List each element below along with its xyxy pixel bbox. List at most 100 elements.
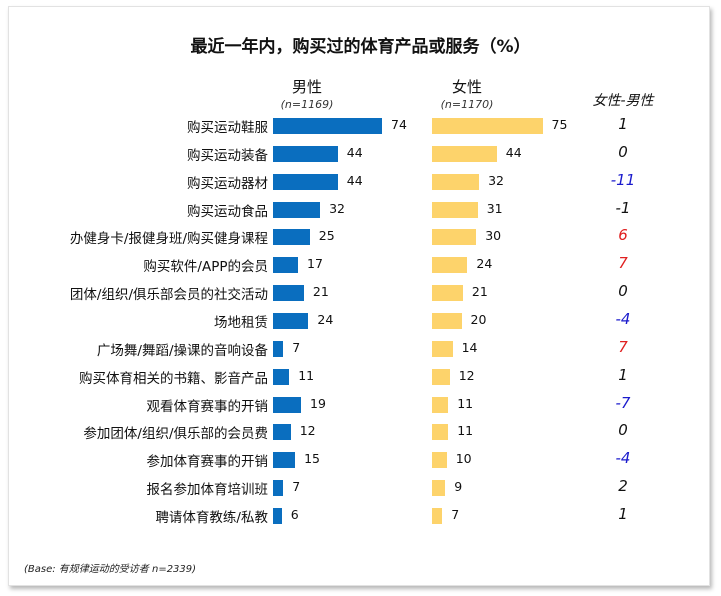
male-value-label: 7 (292, 479, 301, 494)
difference-value: -7 (615, 394, 631, 412)
male-value-label: 11 (298, 368, 315, 383)
difference-value: 1 (618, 505, 628, 523)
male-sample-size: (n=1169) (280, 98, 334, 111)
female-value-label: 32 (488, 173, 504, 188)
male-value-label: 17 (307, 256, 323, 271)
female-value-label: 21 (471, 284, 488, 299)
male-bar (273, 397, 301, 413)
male-value-label: 44 (346, 145, 363, 160)
male-value-label: 21 (312, 284, 329, 299)
male-bar (273, 146, 338, 162)
category-label: 团体/组织/俱乐部会员的社交活动 (69, 287, 268, 303)
male-value-label: 24 (317, 312, 334, 327)
category-label: 购买运动鞋服 (187, 120, 268, 136)
female-bar (432, 397, 449, 413)
category-label: 购买运动器材 (187, 176, 268, 192)
category-label: 报名参加体育培训班 (146, 482, 269, 498)
chart-title: 最近一年内，购买过的体育产品或服务（%） (190, 37, 531, 57)
female-bar (432, 285, 463, 301)
male-value-label: 32 (329, 201, 345, 216)
category-label: 广场舞/舞蹈/操课的音响设备 (96, 343, 268, 359)
female-sample-size: (n=1170) (440, 98, 494, 111)
female-value-label: 7 (451, 507, 460, 522)
male-bar (273, 341, 284, 357)
chart-card (8, 6, 710, 586)
category-label: 办健身卡/报健身班/购买健身课程 (69, 231, 268, 247)
female-header-label: 女性 (451, 78, 482, 96)
difference-value: 1 (618, 366, 628, 384)
male-value-label: 19 (310, 396, 326, 411)
male-bar (273, 480, 284, 496)
male-bar (273, 202, 321, 218)
male-bar (273, 369, 290, 385)
difference-value: 0 (618, 282, 628, 300)
male-value-label: 44 (346, 173, 363, 188)
female-bar (432, 369, 450, 385)
female-bar (432, 118, 543, 134)
difference-value: 0 (618, 143, 628, 161)
female-value-label: 20 (470, 312, 487, 327)
category-label: 购买体育相关的书籍、影音产品 (79, 371, 268, 387)
difference-value: -11 (610, 171, 636, 189)
male-header-label: 男性 (291, 78, 322, 96)
male-bar (273, 285, 304, 301)
difference-value: 1 (618, 115, 628, 133)
female-value-label: 30 (485, 228, 502, 243)
category-label: 聘请体育教练/私教 (155, 510, 268, 526)
female-value-label: 14 (461, 340, 478, 355)
female-column-header: 女性 (n=1170) (422, 76, 512, 111)
difference-value: -1 (615, 199, 631, 217)
male-bar (273, 229, 310, 245)
difference-value: 7 (618, 254, 628, 272)
male-column-header: 男性 (n=1169) (262, 76, 352, 111)
female-value-label: 11 (457, 423, 474, 438)
female-value-label: 10 (455, 451, 472, 466)
male-bar (273, 118, 382, 134)
female-bar (432, 174, 480, 190)
difference-value: 7 (618, 338, 628, 356)
difference-column-header: 女性-男性 (592, 93, 654, 109)
male-bar (273, 313, 309, 329)
difference-value: -4 (615, 449, 631, 467)
category-label: 购买运动装备 (187, 148, 268, 164)
category-label: 购买软件/APP的会员 (143, 259, 268, 275)
category-label: 观看体育赛事的开销 (146, 399, 269, 415)
difference-value: -4 (615, 310, 631, 328)
male-bar (273, 257, 298, 273)
female-bar (432, 480, 446, 496)
female-value-label: 11 (457, 396, 474, 411)
category-label: 场地租赁 (214, 315, 268, 331)
female-value-label: 44 (505, 145, 522, 160)
female-value-label: 31 (486, 201, 503, 216)
male-value-label: 15 (304, 451, 320, 466)
female-value-label: 12 (458, 368, 475, 383)
female-bar (432, 257, 468, 273)
difference-value: 2 (618, 477, 628, 495)
male-value-label: 74 (391, 117, 407, 132)
male-value-label: 12 (299, 423, 316, 438)
male-value-label: 7 (292, 340, 301, 355)
female-bar (432, 229, 477, 245)
female-value-label: 75 (551, 117, 568, 132)
category-label: 购买运动食品 (187, 204, 268, 220)
male-bar (273, 508, 282, 524)
female-bar (432, 452, 447, 468)
difference-value: 0 (618, 421, 628, 439)
male-value-label: 6 (290, 507, 299, 522)
category-label: 参加团体/组织/俱乐部的会员费 (83, 426, 268, 442)
female-bar (432, 313, 462, 329)
female-bar (432, 202, 478, 218)
male-bar (273, 424, 291, 440)
base-note: (Base: 有规律运动的受访者 n=2339) (24, 564, 197, 575)
female-bar (432, 424, 449, 440)
difference-value: 6 (618, 226, 628, 244)
female-bar (432, 508, 443, 524)
female-bar (432, 341, 453, 357)
male-bar (273, 174, 338, 190)
female-bar (432, 146, 497, 162)
female-value-label: 24 (476, 256, 493, 271)
category-label: 参加体育赛事的开销 (146, 454, 269, 470)
male-value-label: 25 (318, 228, 335, 243)
female-value-label: 9 (454, 479, 463, 494)
male-bar (273, 452, 296, 468)
